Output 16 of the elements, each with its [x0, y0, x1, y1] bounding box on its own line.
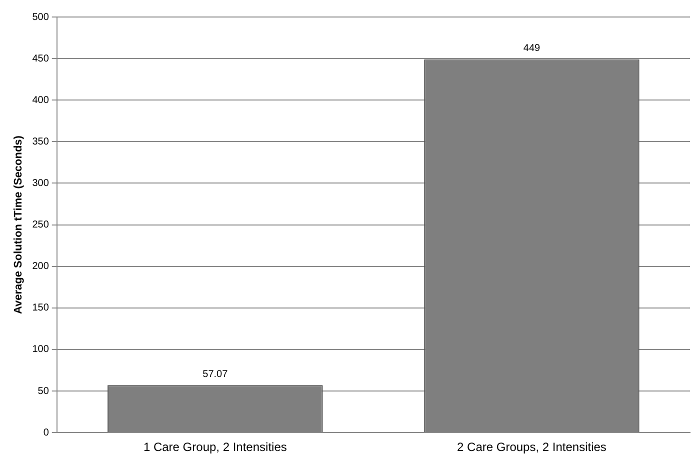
y-tick-label: 350	[32, 136, 50, 148]
y-tick-label: 50	[38, 386, 50, 397]
data-label: 57.07	[202, 368, 228, 380]
y-tick-label: 100	[32, 344, 50, 356]
y-tick-label: 300	[32, 178, 50, 189]
data-label: 449	[523, 43, 540, 54]
y-tick-label: 500	[32, 12, 50, 23]
y-tick-label: 0	[43, 427, 50, 438]
y-tick-label: 450	[32, 53, 50, 64]
x-tick-label: 1 Care Group, 2 Intensities	[143, 440, 287, 454]
y-tick-label: 200	[32, 261, 50, 272]
y-tick-label: 400	[32, 94, 50, 106]
y-tick-label: 150	[32, 302, 50, 314]
y-tick-label: 250	[32, 220, 50, 231]
x-tick-label: 2 Care Groups, 2 Intensities	[457, 440, 606, 454]
y-axis-title: Average Solution tTime (Seconds)	[12, 135, 25, 314]
